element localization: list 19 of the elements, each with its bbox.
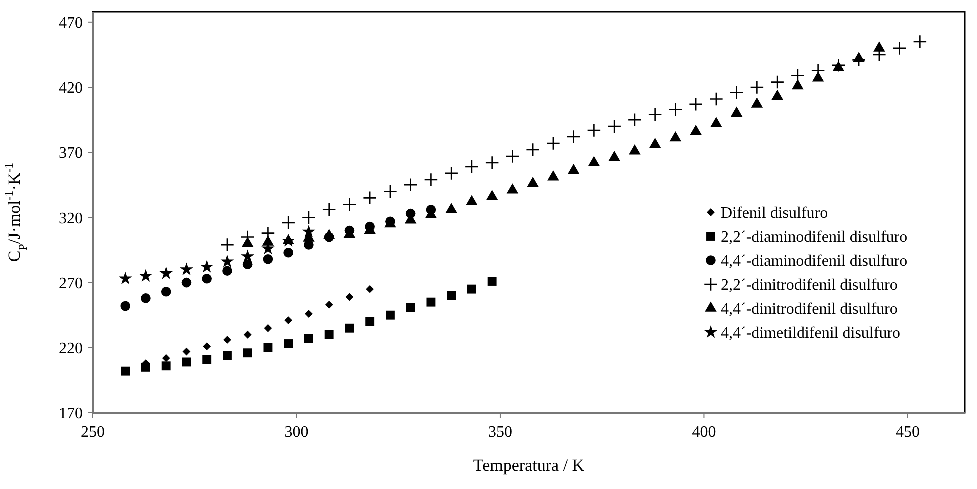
x-tick-label: 400 [692,424,716,441]
legend-label: 4,4´-dinitrodifenil disulfuro [721,301,898,318]
x-tick-label: 450 [896,424,920,441]
legend-label: Difenil disulfuro [721,205,828,222]
x-axis-title: Temperatura / K [473,456,586,475]
x-tick-label: 300 [284,424,309,441]
y-tick-label: 270 [59,275,83,292]
y-tick-label: 470 [59,15,83,32]
y-tick-label: 220 [59,340,83,358]
legend-label: 2,2´-diaminodifenil disulfuro [721,229,908,246]
y-tick-label: 370 [59,145,83,162]
legend-label: 4,4´-diaminodifenil disulfuro [721,253,908,270]
legend-label: 4,4´-dimetildifenil disulfuro [721,325,901,342]
x-tick-label: 350 [488,424,512,441]
y-tick-label: 420 [59,80,83,98]
x-tick-label: 250 [81,424,105,441]
legend-label: 2,2´-dinitrodifenil disulfuro [721,277,898,294]
y-tick-label: 170 [59,406,83,423]
y-tick-label: 320 [59,210,83,228]
